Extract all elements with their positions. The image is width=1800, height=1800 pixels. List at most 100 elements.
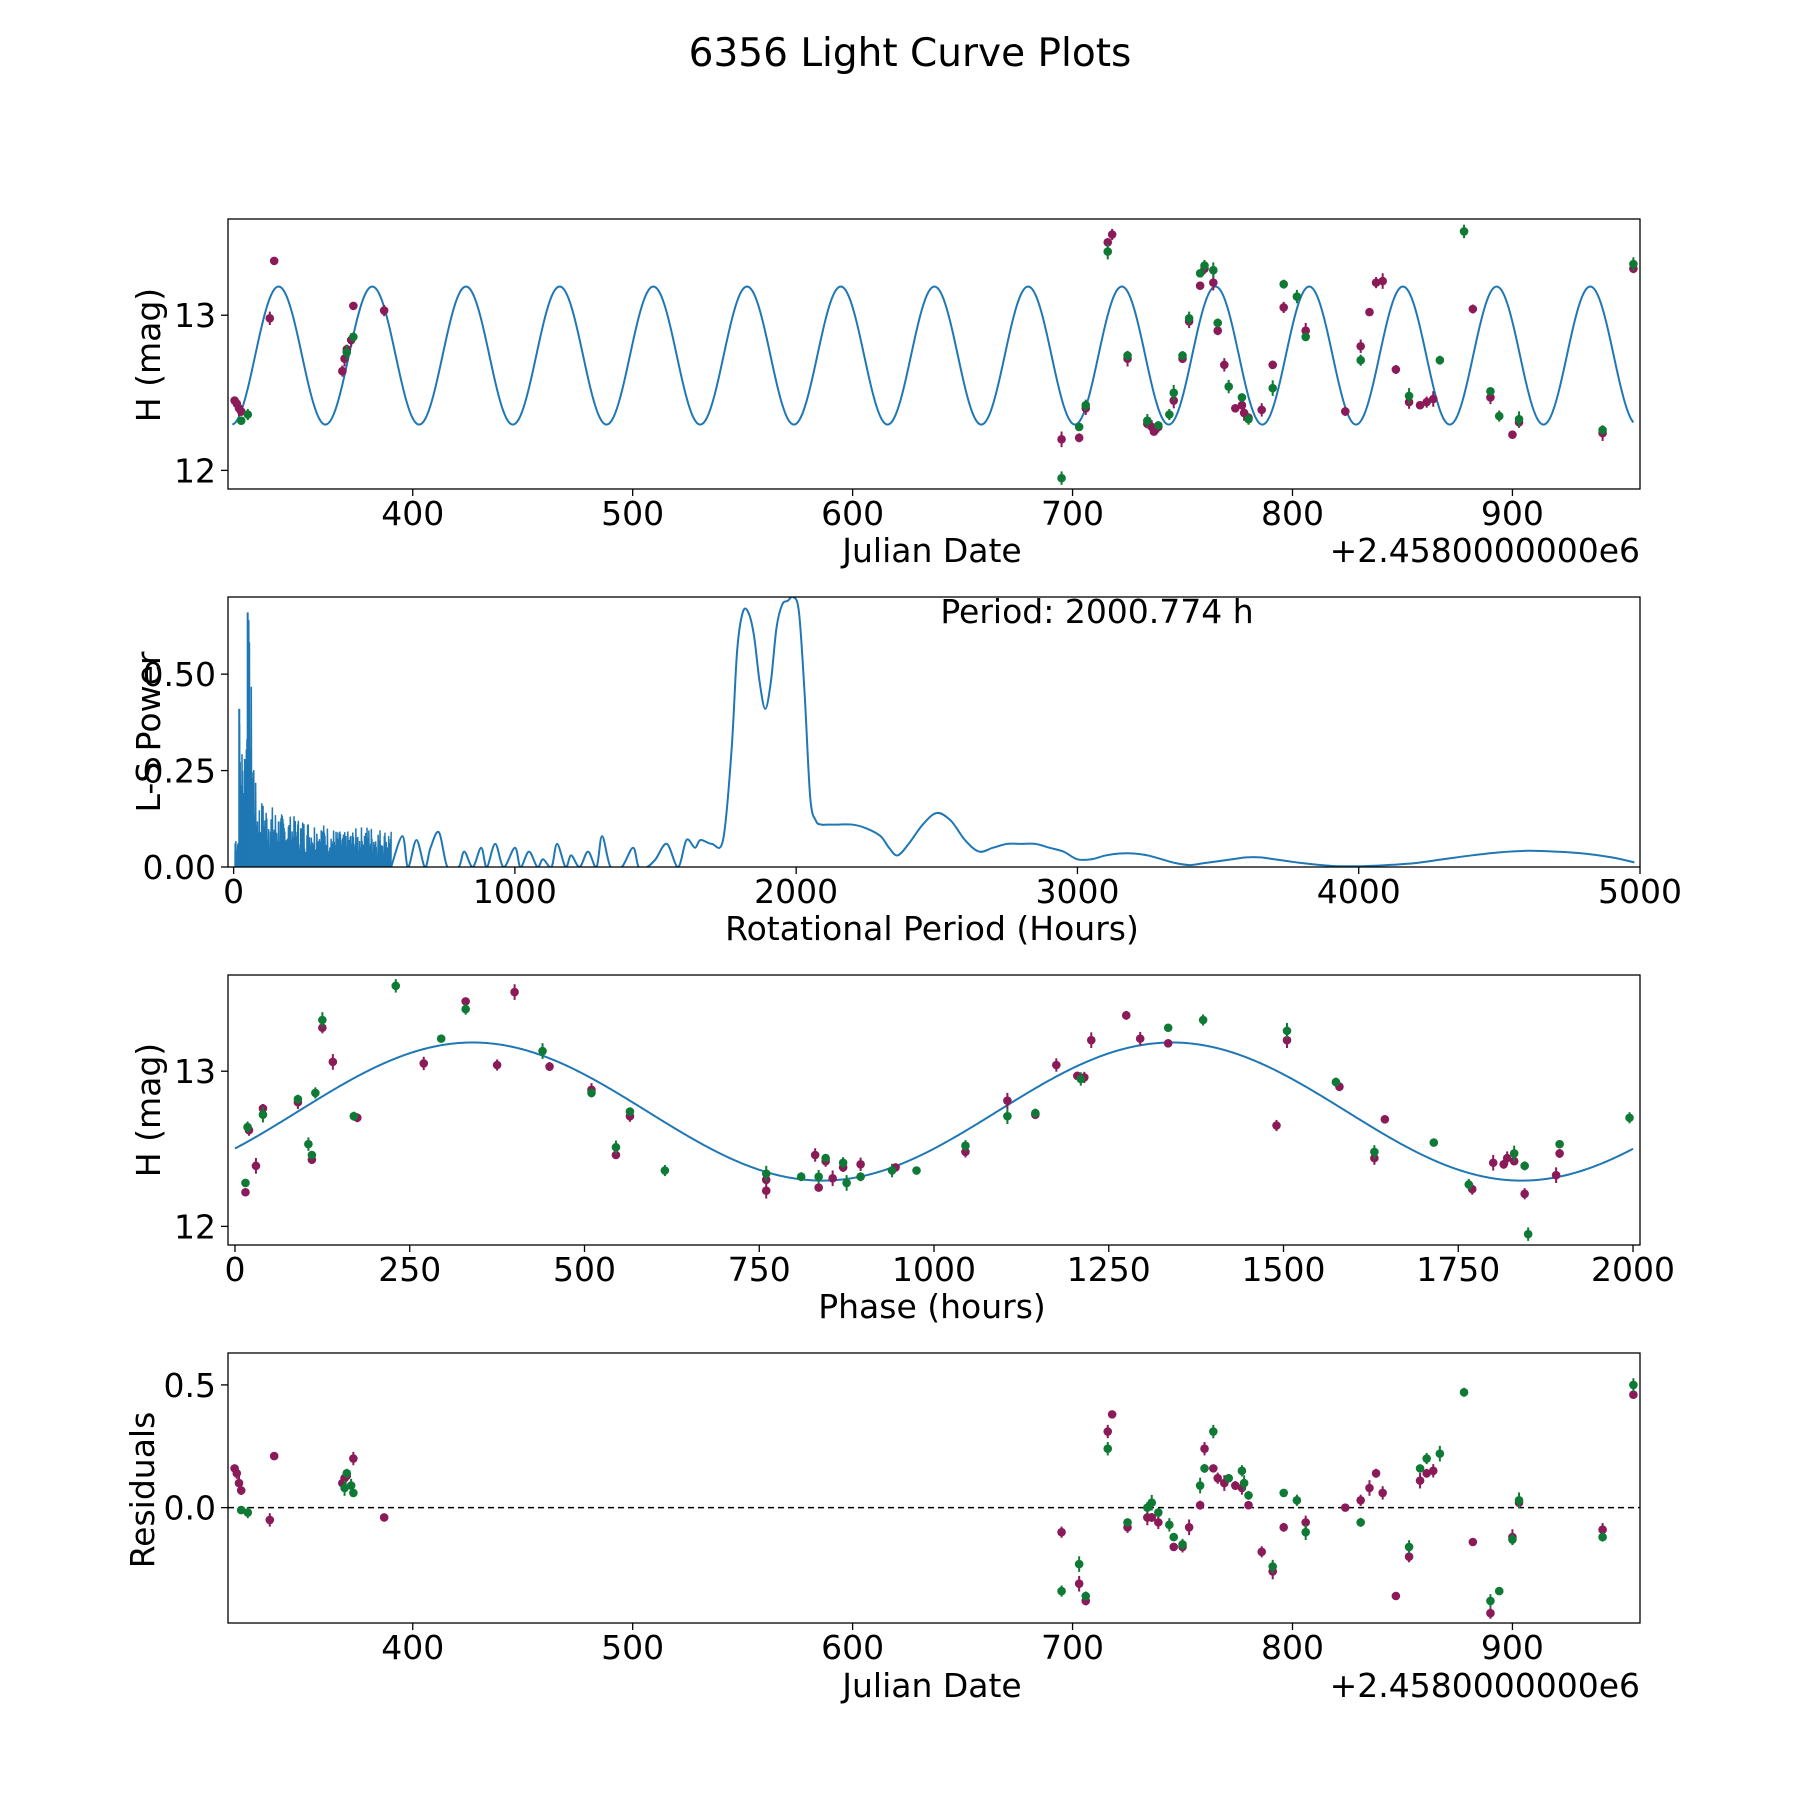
lightcurve-model-curve xyxy=(231,285,1635,426)
residuals-point-band_b xyxy=(1422,1454,1431,1463)
phased-point-band_a xyxy=(545,1062,554,1071)
phased-point-band_b xyxy=(311,1088,320,1098)
lightcurve-point-band_b xyxy=(1301,332,1310,342)
lightcurve-point-band_b xyxy=(1356,355,1365,365)
residuals-point-band_a xyxy=(265,1515,275,1525)
residuals-ticks: 400 500 600 700 800 900 0.0 0.5 xyxy=(164,1366,1544,1667)
residuals-ytick-label: 0.5 xyxy=(164,1366,216,1405)
lightcurve-point-band_a xyxy=(1356,341,1365,351)
residuals-point-band_a xyxy=(1422,1468,1431,1478)
lightcurve-point-band_a xyxy=(1057,435,1066,444)
residuals-point-band_a xyxy=(1598,1525,1607,1535)
panel-lightcurve: 400 500 600 700 800 900 12 13 Julian Date H (ma… xyxy=(129,218,1641,570)
lightcurve-point-band_a xyxy=(1209,278,1218,287)
phased-point-band_a xyxy=(510,987,519,997)
phased-xtick-label: 750 xyxy=(728,1250,791,1289)
lightcurve-point-band_a xyxy=(1195,281,1205,291)
residuals-point-band_a xyxy=(1391,1591,1401,1601)
lightcurve-point-band_a xyxy=(1268,360,1278,370)
lightcurve-point-band_a xyxy=(1220,360,1229,370)
residuals-point-band_b xyxy=(1147,1498,1157,1508)
phased-point-band_a xyxy=(1121,1011,1131,1020)
lightcurve-point-band_a xyxy=(1257,405,1267,415)
phased-xtick-label: 500 xyxy=(553,1250,616,1289)
residuals-point-band_b xyxy=(1081,1591,1091,1601)
periodogram-ticks: 0 1000 2000 3000 4000 5000 0.00 0.25 0.50 xyxy=(143,655,1682,911)
lightcurve-point-band_a xyxy=(1107,230,1117,239)
residuals-point-band_b xyxy=(1356,1518,1365,1527)
phased-xlabel: Phase (hours) xyxy=(818,1287,1046,1326)
residuals-xlabel: Julian Date xyxy=(840,1666,1022,1705)
lightcurve-point-band_b xyxy=(243,410,253,419)
residuals-point-band_a xyxy=(1468,1537,1478,1547)
lightcurve-point-band_a xyxy=(269,256,279,266)
phased-point-band_a xyxy=(1163,1038,1173,1048)
lightcurve-ytick-label: 12 xyxy=(174,451,216,490)
lightcurve-point-band_b xyxy=(1169,388,1179,398)
phased-point-band_b xyxy=(796,1172,806,1182)
lightcurve-point-band_b xyxy=(1081,400,1091,410)
lightcurve-point-band_b xyxy=(349,332,358,342)
residuals-point-band_a xyxy=(1371,1468,1381,1478)
periodogram-ytick-label: 0.50 xyxy=(143,655,216,694)
residuals-point-band_b xyxy=(1239,1478,1249,1488)
phased-point-band_b xyxy=(318,1015,327,1025)
lightcurve-point-band_a xyxy=(1103,237,1113,247)
periodogram-xtick-label: 1000 xyxy=(473,872,557,911)
phased-point-band_a xyxy=(1380,1115,1390,1124)
phased-point-band_b xyxy=(856,1172,865,1182)
periodogram-xtick-label: 2000 xyxy=(754,872,838,911)
periodogram-xtick-label: 0 xyxy=(223,872,244,911)
lightcurve-point-band_a xyxy=(1279,303,1289,312)
residuals-point-band_b xyxy=(1404,1542,1414,1552)
residuals-point-band_a xyxy=(1629,1390,1638,1400)
lightcurve-point-band_a xyxy=(1231,404,1240,413)
residuals-point-band_b xyxy=(243,1508,253,1517)
residuals-point-band_a xyxy=(1107,1410,1117,1419)
lightcurve-point-band_b xyxy=(1209,265,1218,275)
phased-point-band_a xyxy=(1488,1158,1498,1168)
residuals-point-band_b xyxy=(1103,1444,1113,1454)
phased-point-band_a xyxy=(856,1160,865,1169)
phased-frame xyxy=(227,974,1641,1246)
phased-xtick-label: 0 xyxy=(224,1250,245,1289)
panel-periodogram: 0 1000 2000 3000 4000 5000 0.00 0.25 0.50 Period… xyxy=(129,592,1682,948)
phased-point-band_a xyxy=(251,1161,261,1171)
residuals-point-band_a xyxy=(1103,1427,1113,1436)
residuals-point-band_a xyxy=(1231,1481,1240,1490)
lightcurve-point-band_a xyxy=(236,407,246,416)
residuals-xtick-label: 900 xyxy=(1481,1628,1544,1667)
residuals-point-band_b xyxy=(1268,1562,1278,1571)
phased-point-band_b xyxy=(625,1107,635,1116)
lightcurve-xtick-label: 600 xyxy=(821,494,884,533)
periodogram-ylabel: L-S Power xyxy=(129,651,168,812)
residuals-point-band_b xyxy=(1598,1532,1607,1542)
periodogram-short-period-forest xyxy=(234,633,392,867)
phased-point-band_a xyxy=(961,1147,970,1157)
residuals-point-band_b xyxy=(1508,1535,1517,1544)
lightcurve-point-band_a xyxy=(338,366,347,376)
phased-point-band_a xyxy=(1003,1096,1012,1105)
lightcurve-point-band_b xyxy=(1486,386,1495,396)
phased-point-band_b xyxy=(293,1094,303,1104)
phased-point-band_b xyxy=(1509,1149,1519,1158)
lightcurve-point-band_b xyxy=(1200,261,1209,270)
residuals-point-band_a xyxy=(1257,1547,1267,1557)
lightcurve-point-band_b xyxy=(1244,414,1253,424)
residuals-point-band_a xyxy=(1486,1608,1495,1618)
lightcurve-xtick-label: 700 xyxy=(1041,494,1104,533)
lightcurve-point-band_b xyxy=(1057,473,1066,483)
lightcurve-point-band_b xyxy=(1143,416,1152,426)
lightcurve-point-band_b xyxy=(1514,414,1524,424)
residuals-point-band_b xyxy=(1224,1473,1234,1483)
phased-point-band_b xyxy=(587,1088,596,1098)
residuals-point-band_a xyxy=(1365,1483,1374,1493)
residuals-point-band_b xyxy=(1514,1495,1524,1505)
residuals-point-band_b xyxy=(1195,1481,1205,1490)
phased-point-band_b xyxy=(912,1166,921,1175)
residuals-point-band_b xyxy=(1301,1527,1310,1537)
residuals-point-band_b xyxy=(1279,1488,1289,1498)
phased-point-band_b xyxy=(838,1158,848,1168)
residuals-xtick-label: 500 xyxy=(601,1628,664,1667)
residuals-point-band_b xyxy=(1237,1466,1247,1476)
